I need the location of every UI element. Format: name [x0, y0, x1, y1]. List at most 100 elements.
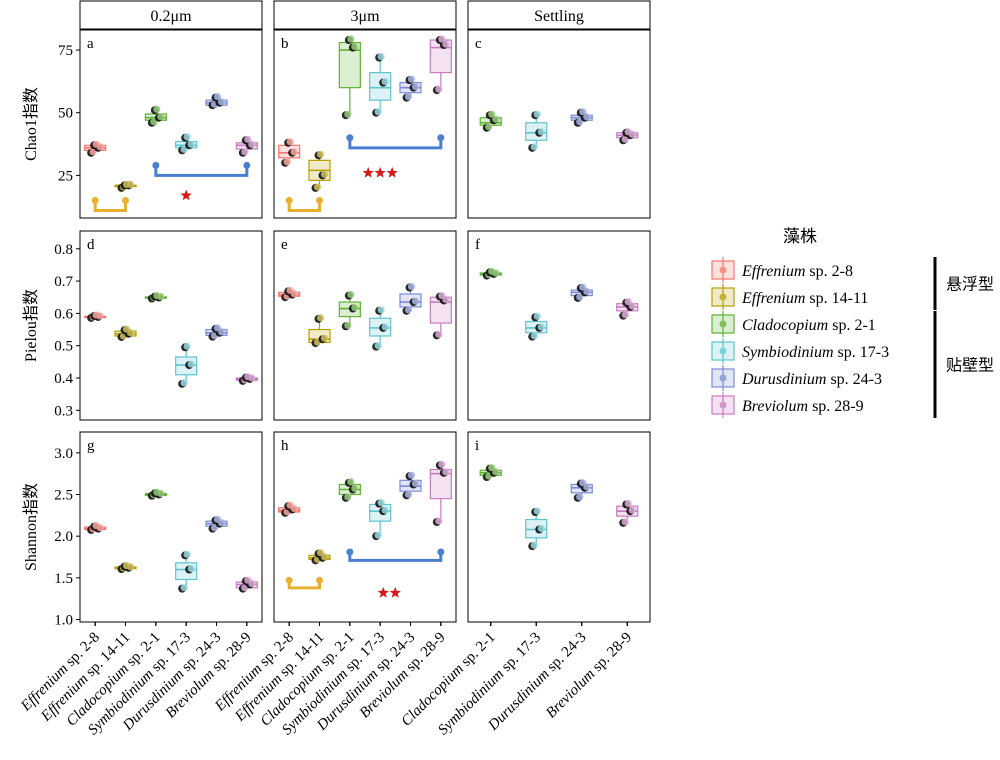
data-point: [122, 180, 131, 189]
data-point: [488, 267, 496, 275]
panel-frame: [79, 230, 263, 421]
data-point: [153, 488, 161, 496]
data-point: [404, 306, 413, 314]
data-point: [157, 113, 165, 121]
significance-star: [374, 166, 386, 178]
significance-bracket: [348, 137, 443, 150]
data-point: [92, 521, 100, 530]
data-point: [248, 140, 256, 148]
panel: f: [467, 230, 651, 421]
facet-strip-label: 0.2μm: [150, 8, 192, 25]
data-point: [213, 324, 222, 332]
data-point: [488, 110, 496, 118]
data-point: [442, 40, 450, 48]
significance-bracket: [154, 165, 249, 177]
y-tick-label: 0.4: [54, 371, 73, 387]
data-point: [187, 360, 195, 368]
data-point: [579, 283, 587, 291]
data-point: [411, 479, 420, 488]
data-point: [621, 518, 629, 526]
legend-group-label: 悬浮型: [946, 276, 994, 294]
data-point: [533, 110, 541, 118]
y-tick-label: 75: [58, 43, 73, 59]
legend-key-point: [719, 347, 727, 355]
data-point: [381, 78, 389, 86]
data-point: [374, 342, 382, 350]
panel-frame: [273, 431, 457, 623]
data-point: [122, 561, 131, 570]
y-tick-label: 0.3: [54, 403, 73, 419]
bracket-end: [346, 134, 354, 142]
data-point: [183, 133, 191, 141]
panel-frame: [79, 29, 263, 219]
panel-frame: [79, 431, 263, 623]
y-tick-label: 0.7: [54, 274, 73, 290]
panel-letter: b: [281, 36, 289, 52]
data-point: [438, 35, 446, 43]
bracket-end: [437, 134, 445, 142]
data-point: [404, 490, 413, 498]
facet-strip-label: Settling: [534, 8, 584, 25]
data-point: [344, 493, 352, 501]
data-point: [283, 158, 291, 166]
legend-key-point: [719, 293, 727, 301]
panel: i: [467, 431, 651, 623]
data-point: [153, 291, 161, 300]
legend-label: Breviolum sp. 28-9: [742, 398, 864, 415]
legend-group-label: 贴壁型: [946, 356, 994, 375]
legend-title: 藻株: [783, 227, 817, 246]
data-point: [381, 506, 389, 514]
panel-frame: [467, 230, 651, 421]
significance-bracket: [287, 200, 321, 212]
data-point: [351, 303, 359, 312]
y-axis-label: Pielou指数: [22, 289, 40, 362]
data-point: [320, 334, 329, 342]
data-point: [488, 464, 496, 472]
y-tick-label: 0.5: [54, 339, 73, 355]
data-point: [320, 170, 329, 178]
data-point: [244, 576, 252, 584]
data-point: [351, 484, 359, 493]
data-point: [624, 499, 632, 508]
data-point: [537, 323, 545, 331]
data-point: [628, 506, 636, 514]
data-point: [492, 115, 500, 123]
y-tick-label: 50: [58, 106, 73, 122]
data-point: [316, 314, 325, 322]
data-point: [530, 143, 538, 151]
panel-frame: [467, 431, 651, 623]
data-point: [290, 148, 298, 156]
data-point: [411, 83, 420, 91]
y-tick-label: 1.0: [54, 613, 73, 629]
data-point: [533, 312, 541, 320]
data-point: [313, 183, 322, 191]
data-point: [374, 531, 382, 539]
data-point: [485, 123, 493, 131]
data-point: [316, 549, 325, 557]
panel: b: [273, 29, 457, 219]
bracket-end: [285, 196, 293, 204]
data-point: [92, 311, 100, 319]
data-point: [286, 286, 294, 295]
data-point: [187, 564, 195, 573]
panel-letter: c: [475, 36, 482, 52]
data-point: [381, 323, 389, 331]
panel: h: [273, 431, 457, 623]
data-point: [411, 297, 420, 305]
data-point: [438, 291, 446, 300]
data-point: [347, 35, 355, 43]
y-axis-label: Chao1指数: [22, 87, 40, 161]
panel-letter: f: [475, 237, 480, 253]
legend-label: Durusdinium sp. 24-3: [741, 371, 882, 388]
data-point: [579, 108, 587, 116]
legend-label: Effrenium sp. 14-11: [741, 290, 868, 307]
data-point: [180, 379, 188, 387]
data-point: [407, 282, 416, 291]
y-axis-label: Shannon指数: [22, 483, 40, 571]
panel-frame: [273, 230, 457, 421]
panel-letter: a: [87, 36, 94, 52]
data-point: [435, 330, 443, 338]
data-point: [92, 140, 100, 148]
legend-key-point: [719, 320, 727, 328]
data-point: [213, 515, 222, 523]
